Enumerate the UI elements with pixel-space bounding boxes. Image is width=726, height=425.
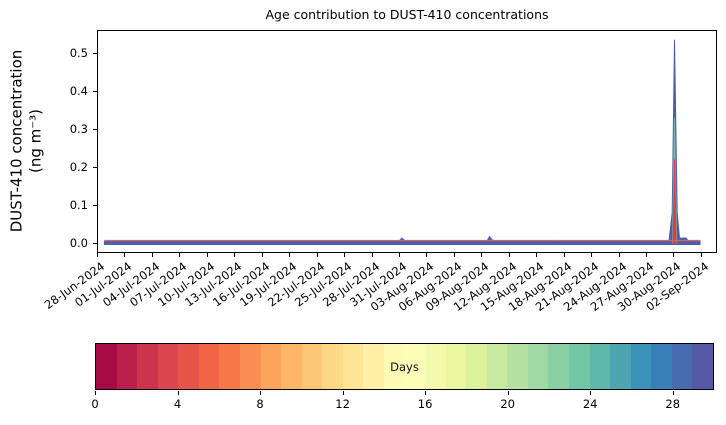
x-tick-mark (234, 253, 236, 257)
colorbar-segment (239, 344, 261, 389)
colorbar-segment (301, 344, 323, 389)
colorbar-tick-mark (177, 391, 179, 395)
y-tick-mark (93, 167, 97, 168)
colorbar-tick-label: 28 (665, 397, 681, 411)
colorbar-segment (630, 344, 652, 389)
x-tick-mark (261, 253, 263, 257)
colorbar-segment (219, 344, 240, 389)
colorbar-tick-label: 0 (91, 397, 99, 411)
colorbar-segment (198, 344, 220, 389)
colorbar-segment (178, 344, 199, 389)
x-tick-mark (453, 253, 455, 257)
colorbar-segment (692, 344, 713, 389)
x-tick-mark (398, 253, 400, 257)
colorbar-tick-label: 20 (500, 397, 515, 411)
y-tick-label: 0.3 (69, 122, 88, 136)
x-tick-mark (371, 253, 373, 257)
colorbar-tick-mark (260, 391, 262, 395)
colorbar-segment (281, 344, 302, 389)
y-tick-label: 0.2 (69, 160, 88, 174)
y-tick-mark (93, 205, 97, 206)
y-tick-label: 0.0 (69, 236, 88, 250)
colorbar-tick-label: 24 (582, 397, 598, 411)
colorbar-segment (486, 344, 508, 389)
x-tick-mark (673, 253, 675, 257)
y-axis-label: DUST-410 concentration (ng m⁻³) (7, 50, 45, 233)
series-young-dust (672, 159, 677, 244)
x-tick-mark (97, 253, 98, 257)
x-tick-mark (481, 253, 483, 257)
y-tick-mark (93, 243, 97, 244)
colorbar-tick-mark (590, 391, 592, 395)
y-tick-label: 0.1 (69, 198, 88, 212)
x-tick-mark (124, 253, 126, 257)
y-tick-label: 0.4 (69, 84, 88, 98)
series-aged-dust-total (103, 39, 701, 245)
x-tick-mark (344, 253, 346, 257)
x-tick-mark (536, 253, 538, 257)
x-tick-mark (179, 253, 181, 257)
y-tick-mark (93, 53, 97, 54)
colorbar-segment (404, 344, 425, 389)
colorbar-segment (322, 344, 343, 389)
plot-area (97, 30, 717, 253)
x-tick-mark (508, 253, 510, 257)
colorbar-segment (507, 344, 528, 389)
y-tick-mark (93, 91, 97, 92)
y-axis-label-line1: DUST-410 concentration (7, 49, 26, 233)
colorbar-segment (260, 344, 282, 389)
colorbar-tick-mark (95, 391, 96, 395)
colorbar-segment (425, 344, 446, 389)
colorbar-segment (527, 344, 549, 389)
x-tick-mark (563, 253, 565, 257)
colorbar-segment (589, 344, 611, 389)
concentration-plot (103, 39, 701, 245)
chart-title: Age contribution to DUST-410 concentrati… (265, 7, 549, 22)
colorbar (95, 343, 714, 390)
colorbar-segment (651, 344, 672, 389)
y-axis-label-line2: (ng m⁻³) (26, 108, 44, 174)
colorbar-segment (116, 344, 138, 389)
x-tick-mark (618, 253, 620, 257)
colorbar-tick-mark (672, 391, 674, 395)
colorbar-segment (610, 344, 631, 389)
colorbar-tick-label: 4 (173, 397, 182, 411)
colorbar-segment (548, 344, 569, 389)
x-tick-mark (646, 253, 647, 257)
x-tick-mark (426, 253, 428, 257)
x-tick-mark (700, 253, 702, 257)
colorbar-tick-mark (507, 391, 509, 395)
x-tick-mark (206, 253, 208, 257)
x-tick-mark (151, 253, 153, 257)
colorbar-segment (466, 344, 487, 389)
x-tick-mark (591, 253, 593, 257)
colorbar-segment (342, 344, 364, 389)
y-tick-mark (93, 129, 97, 130)
x-tick-mark (289, 253, 291, 257)
colorbar-tick-label: 16 (417, 397, 433, 411)
colorbar-tick-label: 8 (256, 397, 264, 411)
colorbar-segment (363, 344, 384, 389)
colorbar-segment (445, 344, 467, 389)
colorbar-segment (568, 344, 590, 389)
colorbar-segment (383, 344, 405, 389)
colorbar-segment (137, 344, 158, 389)
colorbar-tick-mark (425, 391, 427, 395)
colorbar-segment (96, 344, 117, 389)
x-tick-mark (316, 253, 318, 257)
y-tick-label: 0.5 (69, 46, 88, 60)
colorbar-tick-mark (342, 391, 344, 395)
colorbar-segment (671, 344, 693, 389)
colorbar-segment (157, 344, 179, 389)
colorbar-tick-label: 12 (335, 397, 350, 411)
